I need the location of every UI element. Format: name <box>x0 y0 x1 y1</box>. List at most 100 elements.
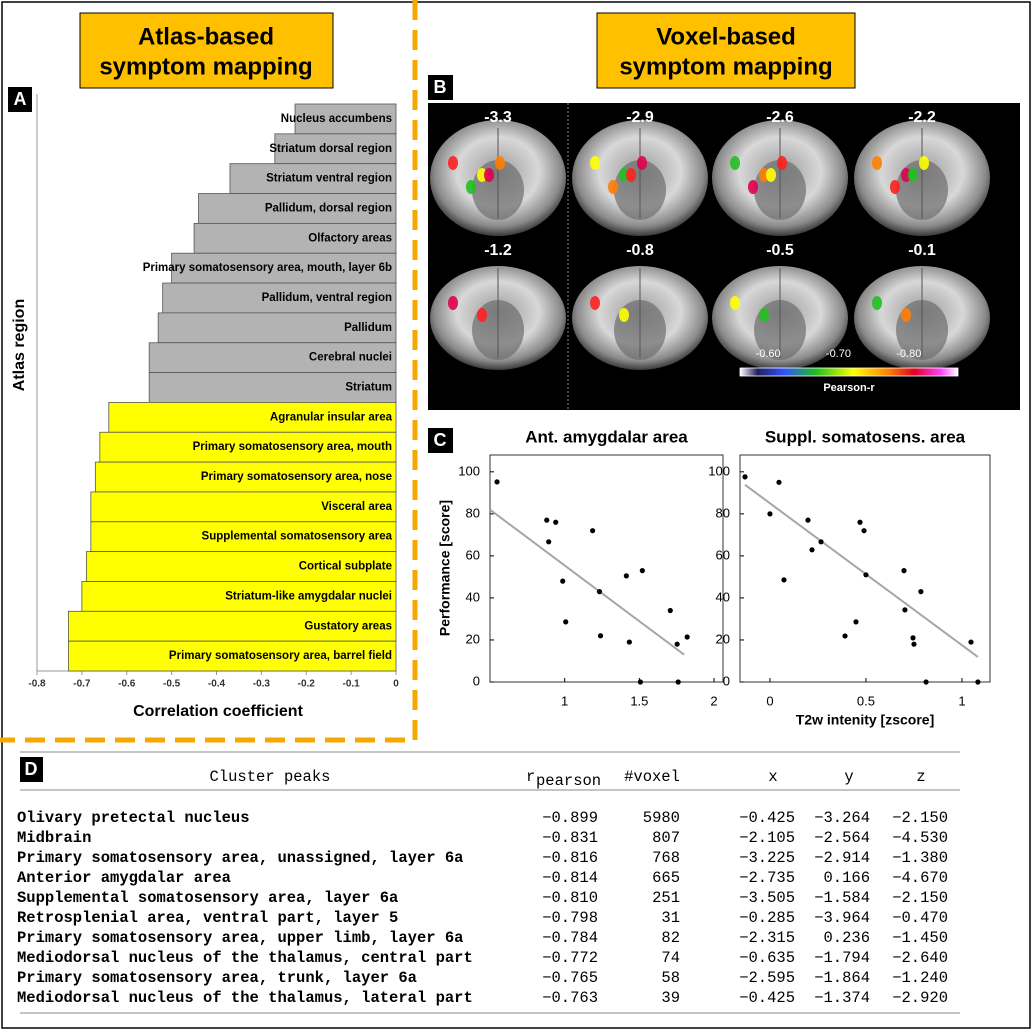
point <box>767 511 773 517</box>
heading-box <box>596 12 856 89</box>
point <box>901 568 907 574</box>
plot-title: Suppl. somatosens. area <box>765 427 966 446</box>
x-tick-label: 1.5 <box>630 693 648 708</box>
y-tick-label: 40 <box>716 589 730 604</box>
table-cell: −0.784 <box>542 929 598 947</box>
table-cell: 0.166 <box>823 869 870 887</box>
table-cell: −0.831 <box>542 829 598 847</box>
x-tick-label: 1 <box>958 693 965 708</box>
point <box>563 619 569 625</box>
x-tick-label: 1 <box>561 693 568 708</box>
bar <box>148 342 397 373</box>
table-cell: 74 <box>661 949 680 967</box>
x-tick-label: -0.5 <box>163 679 181 690</box>
bar-label: Cerebral nuclei <box>309 352 392 364</box>
bar <box>99 431 397 463</box>
table-header: Cluster peaks <box>210 768 331 786</box>
point <box>684 634 690 640</box>
table-row-name: Olivary pretectal nucleus <box>17 809 250 827</box>
table-cell: −4.670 <box>892 869 948 887</box>
bar-label: Pallidum, ventral region <box>262 292 392 304</box>
table-cell: −1.794 <box>814 949 870 967</box>
bar-label: Striatum-like amygdalar nuclei <box>225 590 392 602</box>
table-cell: 31 <box>661 909 680 927</box>
point <box>544 517 550 523</box>
heading: symptom mapping <box>99 53 312 80</box>
point <box>809 547 815 553</box>
table-cell: −1.380 <box>892 849 948 867</box>
table-cell: −2.595 <box>739 969 795 987</box>
y-tick-label: 40 <box>466 589 480 604</box>
bar-label: Nucleus accumbens <box>281 113 392 125</box>
table-cell: −2.564 <box>814 829 870 847</box>
table-header-sub: pearson <box>536 772 601 790</box>
table-row-name: Anterior amygdalar area <box>17 869 231 887</box>
table-cell: −2.914 <box>814 849 870 867</box>
plot-frame <box>739 454 991 683</box>
table-cell: −0.763 <box>542 989 598 1007</box>
table-cell: 0.236 <box>823 929 870 947</box>
colorbar-tick-label: -0.60 <box>756 348 781 360</box>
point <box>639 568 645 574</box>
activation-blob <box>619 168 629 182</box>
panel-label-box <box>8 87 32 112</box>
bar-label: Supplemental somatosensory area <box>202 531 393 543</box>
colorbar-tick-label: -0.80 <box>896 348 921 360</box>
table-cell: −2.105 <box>739 829 795 847</box>
activation-blob <box>590 296 600 310</box>
colorbar-label: Pearson-r <box>823 382 875 394</box>
table-header: z <box>916 768 925 786</box>
slice-label: -0.8 <box>626 242 654 259</box>
x-tick-label: 0 <box>393 679 399 690</box>
table-cell: 82 <box>661 929 680 947</box>
y-tick-label: 20 <box>716 631 730 646</box>
activation-blob <box>759 308 769 322</box>
heading: symptom mapping <box>619 53 832 80</box>
bar-label: Agranular insular area <box>270 411 393 423</box>
bar-label: Primary somatosensory area, nose <box>201 471 392 483</box>
table-cell: 768 <box>652 849 680 867</box>
table-cell: −0.635 <box>739 949 795 967</box>
bar-label: Striatum ventral region <box>266 173 392 185</box>
table-cell: −3.225 <box>739 849 795 867</box>
bar <box>198 193 397 224</box>
colorbar-tick-label: -0.70 <box>826 348 851 360</box>
table-cell: 665 <box>652 869 680 887</box>
x-tick-label: 2 <box>710 693 717 708</box>
activation-blob <box>872 156 882 170</box>
x-tick-label: 0 <box>766 693 773 708</box>
y-tick-label: 80 <box>716 505 730 520</box>
point <box>560 578 566 584</box>
fit-line <box>744 484 979 658</box>
plot-frame <box>489 454 724 683</box>
table-row-name: Midbrain <box>17 829 91 847</box>
panel-label: B <box>434 77 447 97</box>
activation-blob <box>495 156 505 170</box>
y-axis-label: Performance [score] <box>437 500 453 636</box>
table-cell: −0.810 <box>542 889 598 907</box>
point <box>918 589 924 595</box>
bar <box>68 640 397 672</box>
point <box>805 517 811 523</box>
table-cell: −1.374 <box>814 989 870 1007</box>
activation-blob <box>890 180 900 194</box>
activation-blob <box>908 168 918 182</box>
x-tick-label: -0.6 <box>118 679 136 690</box>
point <box>910 635 916 641</box>
table-row-name: Mediodorsal nucleus of the thalamus, lat… <box>17 989 473 1007</box>
point <box>546 539 552 545</box>
slice-label: -0.5 <box>766 242 794 259</box>
point <box>626 639 632 645</box>
bar <box>90 491 397 523</box>
bar-label: Olfactory areas <box>308 232 392 244</box>
divider <box>0 0 418 743</box>
bar <box>94 461 397 493</box>
table-cell: −0.285 <box>739 909 795 927</box>
table-header: r <box>526 768 535 786</box>
activation-blob <box>466 180 476 194</box>
panel-label-box <box>20 757 43 782</box>
table-cell: −3.505 <box>739 889 795 907</box>
point <box>597 633 604 639</box>
table-cell: −0.814 <box>542 869 598 887</box>
